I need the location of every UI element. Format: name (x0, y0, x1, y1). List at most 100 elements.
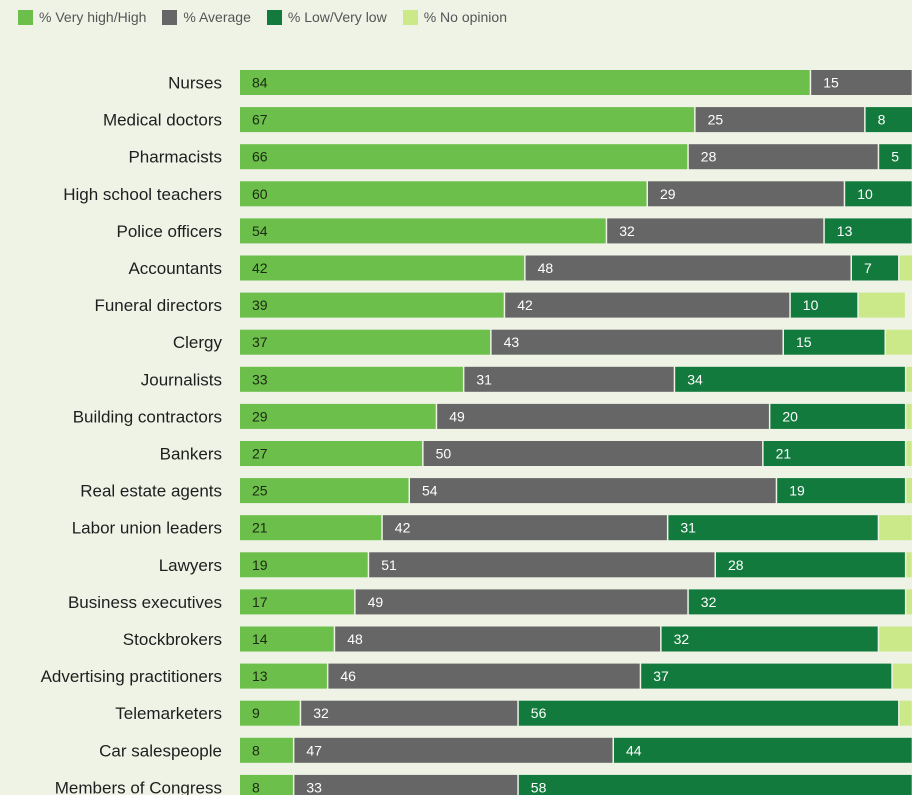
bar-segment (240, 70, 810, 95)
bar-value-label: 56 (531, 705, 547, 721)
bar-segment (688, 589, 905, 615)
bar-value-label: 8 (252, 742, 260, 758)
category-label: Medical doctors (103, 111, 222, 130)
bar-segment (335, 626, 661, 652)
bar-value-label: 5 (891, 149, 899, 165)
bar-segment (763, 441, 905, 466)
bar-segment (369, 552, 715, 578)
bar-value-label: 42 (395, 520, 411, 536)
bar-value-label: 34 (687, 371, 703, 387)
category-label: Nurses (168, 74, 222, 93)
bar-segment (906, 366, 912, 392)
bar-value-label: 9 (252, 705, 260, 721)
bar-segment (899, 700, 912, 726)
category-label: Bankers (160, 445, 222, 464)
bar-segment (770, 403, 905, 429)
bar-segment (505, 292, 790, 318)
bar-value-label: 43 (504, 334, 520, 350)
bar-value-label: 58 (531, 779, 547, 795)
chart-legend: % Very high/High % Average % Low/Very low%… (18, 9, 507, 25)
bar-segment (491, 329, 783, 355)
bar-value-label: 44 (626, 742, 642, 758)
bar-value-label: 84 (252, 75, 268, 91)
bar-value-label: 49 (368, 594, 384, 610)
bar-value-label: 42 (252, 260, 268, 276)
bar-segment (240, 774, 293, 795)
category-label: Real estate agents (80, 482, 222, 501)
category-label: Accountants (128, 259, 222, 278)
bar-segment (668, 515, 878, 541)
bar-segment (906, 403, 912, 429)
bar-value-label: 21 (776, 446, 792, 462)
bar-value-label: 48 (538, 260, 554, 276)
bar-segment (240, 255, 525, 281)
bar-segment (240, 589, 355, 615)
bar-value-label: 37 (653, 668, 669, 684)
legend-label: % No opinion (423, 9, 507, 25)
bar-value-label: 37 (252, 334, 268, 350)
bar-value-label: 51 (381, 557, 397, 573)
bar-segment (811, 70, 912, 95)
legend-label: % Low/Very low (287, 9, 387, 25)
bar-segment (879, 144, 912, 170)
bar-value-label: 8 (252, 779, 260, 795)
bar-segment (410, 478, 776, 504)
bar-value-label: 31 (680, 520, 696, 536)
bar-segment (423, 441, 763, 466)
bar-segment (518, 700, 899, 726)
bar-segment (518, 774, 912, 795)
bar-segment (240, 663, 327, 689)
category-label: Funeral directors (94, 296, 222, 315)
bar-segment (301, 700, 518, 726)
category-label: Police officers (116, 222, 222, 241)
bar-segment (355, 589, 688, 615)
bar-segment (906, 441, 912, 466)
category-label: Stockbrokers (123, 630, 222, 649)
bar-value-label: 31 (476, 371, 492, 387)
bar-value-label: 47 (306, 742, 322, 758)
bar-value-label: 10 (803, 297, 819, 313)
bar-segment (240, 478, 409, 504)
bar-segment (852, 255, 899, 281)
legend-swatch (162, 9, 178, 25)
bar-value-label: 66 (252, 149, 268, 165)
legend-label: % Average (183, 9, 251, 25)
bar-value-label: 15 (823, 75, 839, 91)
bar-value-label: 32 (619, 223, 635, 239)
legend-label: % Very high/High (39, 9, 147, 25)
bar-segment (240, 366, 463, 392)
bar-value-label: 49 (449, 408, 465, 424)
bar-segment (906, 589, 912, 615)
bar-segment (328, 663, 640, 689)
legend-item: % Average (162, 9, 251, 25)
category-label: Members of Congress (55, 778, 222, 795)
bar-value-label: 54 (252, 223, 268, 239)
bar-segment (865, 107, 912, 133)
bar-segment (879, 515, 912, 541)
bar-value-label: 25 (708, 112, 724, 128)
bar-segment (845, 181, 912, 207)
category-label: Telemarketers (115, 704, 222, 723)
bar-segment (716, 552, 905, 578)
bar-segment (824, 218, 912, 244)
bar-value-label: 13 (837, 223, 853, 239)
bar-segment (886, 329, 912, 355)
bar-segment (879, 626, 912, 652)
bar-segment (892, 663, 912, 689)
bar-value-label: 17 (252, 594, 268, 610)
bar-segment (240, 107, 695, 133)
legend-item: % No opinion (402, 9, 507, 25)
bar-value-label: 29 (252, 408, 268, 424)
bar-segment (688, 144, 878, 170)
legend-swatch (18, 9, 33, 25)
category-label: Building contractors (73, 407, 222, 426)
bar-segment (858, 292, 905, 318)
bar-segment (648, 181, 844, 207)
bar-segment (675, 366, 905, 392)
bar-value-label: 25 (252, 483, 268, 499)
bar-segment (240, 403, 436, 429)
bar-value-label: 15 (796, 334, 812, 350)
bar-segment (240, 441, 423, 466)
bar-segment (240, 292, 504, 318)
